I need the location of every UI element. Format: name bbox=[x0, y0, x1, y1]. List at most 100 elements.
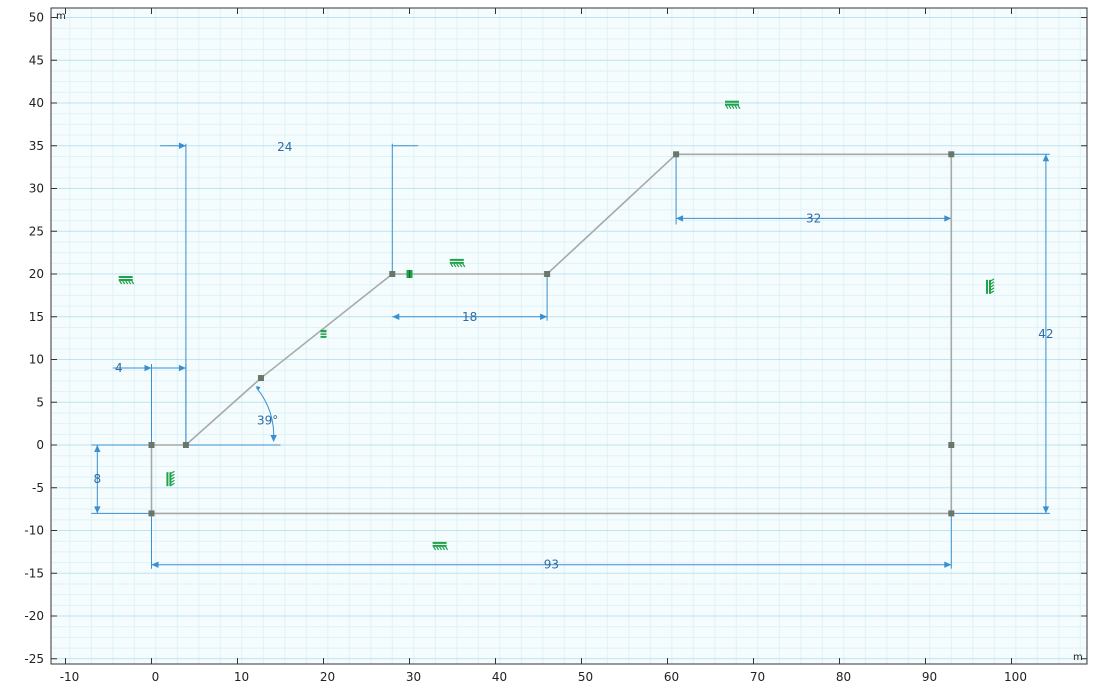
parallel-constraint-icon bbox=[319, 329, 328, 338]
dim-42-label[interactable]: 42 bbox=[1038, 327, 1053, 341]
vertex-point[interactable] bbox=[948, 510, 955, 517]
vertical-constraint-icon bbox=[986, 278, 995, 294]
x-tick-label: 60 bbox=[664, 670, 679, 684]
vertex-point[interactable] bbox=[389, 271, 396, 277]
y-tick-label: 45 bbox=[29, 53, 44, 67]
horizontal-constraint-icon bbox=[725, 100, 741, 110]
dimensions-layer bbox=[91, 142, 1050, 569]
constraint-hatch bbox=[728, 105, 732, 110]
dim-93-label[interactable]: 93 bbox=[544, 558, 559, 572]
dim-32-label[interactable]: 32 bbox=[806, 211, 821, 225]
x-tick-label: 100 bbox=[1004, 670, 1027, 684]
x-unit-label: m bbox=[1073, 652, 1083, 663]
constraint-hatch bbox=[456, 263, 460, 268]
x-tick-label: 10 bbox=[234, 670, 249, 684]
y-tick-label: -25 bbox=[24, 652, 44, 666]
y-tick-label: -15 bbox=[24, 566, 44, 580]
y-tick-label: 20 bbox=[29, 267, 44, 281]
constraint-hatch bbox=[119, 280, 123, 285]
dim-angle-label[interactable]: 39° bbox=[257, 413, 278, 427]
x-tick-label: 0 bbox=[152, 670, 160, 684]
constraint-hatch bbox=[445, 546, 449, 551]
x-tick-label: -10 bbox=[60, 670, 80, 684]
y-tick-label: 35 bbox=[29, 139, 44, 153]
x-tick-label: 90 bbox=[922, 670, 937, 684]
constraint-hatch bbox=[453, 263, 457, 268]
constraint-hatch bbox=[433, 546, 437, 551]
x-tick-label: 80 bbox=[836, 670, 851, 684]
constraint-hatch bbox=[459, 263, 463, 268]
vertex-point[interactable] bbox=[544, 271, 551, 277]
constraint-mark bbox=[320, 329, 327, 338]
y-tick-label: 30 bbox=[29, 182, 44, 196]
dim-4-arrow-r bbox=[178, 364, 186, 372]
plot-background bbox=[51, 8, 1087, 664]
dimension-labels: 24 4 18 32 42 8 93 39° bbox=[93, 140, 1053, 572]
constraint-hatch bbox=[990, 287, 995, 291]
x-tick-label: 30 bbox=[406, 670, 421, 684]
y-axis: -25 -20 -15 -10 -5 0 5 10 15 20 25 30 35 40 45 50 bbox=[24, 11, 1087, 666]
x-tick-label: 50 bbox=[578, 670, 593, 684]
constraint-hatch bbox=[734, 105, 738, 110]
dim-8-arrow-u bbox=[94, 445, 101, 452]
x-axis: -10 0 10 20 30 40 50 60 70 80 90 100 bbox=[60, 8, 1027, 684]
vertex-point[interactable] bbox=[148, 442, 155, 448]
y-tick-label: 10 bbox=[29, 353, 44, 367]
y-tick-label: 50 bbox=[29, 11, 44, 25]
y-tick-label: 40 bbox=[29, 96, 44, 110]
dim-93-arrow-r bbox=[944, 561, 952, 568]
dim-4-label[interactable]: 4 bbox=[115, 361, 123, 375]
dim-18-label[interactable]: 18 bbox=[462, 310, 477, 324]
constraint-hatch bbox=[450, 263, 454, 268]
dim-18-arrow-l bbox=[392, 313, 400, 320]
constraint-hatch bbox=[131, 280, 135, 285]
dim-93-arrow-l bbox=[151, 561, 159, 568]
y-unit-label: m bbox=[56, 11, 66, 22]
dim-18-arrow-r bbox=[540, 313, 548, 320]
dim-8-label[interactable]: 8 bbox=[93, 472, 101, 486]
coincident-constraint-icon bbox=[406, 270, 413, 278]
dim-8-arrow-d bbox=[94, 506, 101, 514]
vertex-point[interactable] bbox=[948, 151, 955, 158]
dim-angle-arrow-low bbox=[270, 435, 277, 442]
dim-24-label[interactable]: 24 bbox=[277, 140, 292, 154]
y-tick-label: 15 bbox=[29, 310, 44, 324]
constraint-hatch bbox=[171, 482, 175, 486]
constraint-hatch bbox=[128, 280, 132, 285]
dim-42-arrow-u bbox=[1042, 154, 1050, 162]
y-tick-label: -5 bbox=[32, 481, 44, 495]
dim-32-arrow-l bbox=[676, 215, 684, 222]
constraint-hatch bbox=[436, 546, 440, 551]
vertex-point[interactable] bbox=[257, 375, 264, 382]
constraint-hatch bbox=[462, 263, 466, 268]
x-tick-label: 70 bbox=[750, 670, 765, 684]
y-tick-label: 0 bbox=[36, 438, 44, 452]
dim-32-arrow-r bbox=[944, 215, 952, 222]
constraint-hatch bbox=[990, 278, 995, 282]
constraint-hatch bbox=[731, 105, 735, 110]
dim-angle-arrow-high bbox=[255, 386, 261, 391]
y-tick-label: 25 bbox=[29, 224, 44, 238]
dim-4-arrow-l bbox=[144, 364, 152, 372]
constraint-hatch bbox=[737, 105, 741, 110]
constraint-hatch bbox=[439, 546, 443, 551]
vertex-point[interactable] bbox=[673, 151, 680, 158]
vertical-constraint-icon bbox=[166, 470, 175, 487]
grid-minor bbox=[51, 8, 1087, 664]
vertex-point[interactable] bbox=[148, 510, 155, 517]
y-tick-label: -20 bbox=[24, 609, 44, 623]
constraint-hatch bbox=[122, 280, 126, 285]
vertex-point[interactable] bbox=[948, 442, 955, 448]
constraint-hatch bbox=[171, 476, 175, 480]
geometry-layer[interactable] bbox=[148, 151, 955, 517]
constraints-layer bbox=[118, 100, 995, 551]
y-tick-label: 5 bbox=[36, 395, 44, 409]
constraint-hatch bbox=[442, 546, 446, 551]
plot-frame bbox=[50, 7, 1088, 665]
constraint-hatch bbox=[990, 281, 995, 285]
constraint-hatch bbox=[171, 473, 175, 477]
vertex-point[interactable] bbox=[182, 442, 189, 448]
horizontal-constraint-icon bbox=[118, 275, 135, 285]
x-tick-label: 20 bbox=[320, 670, 335, 684]
